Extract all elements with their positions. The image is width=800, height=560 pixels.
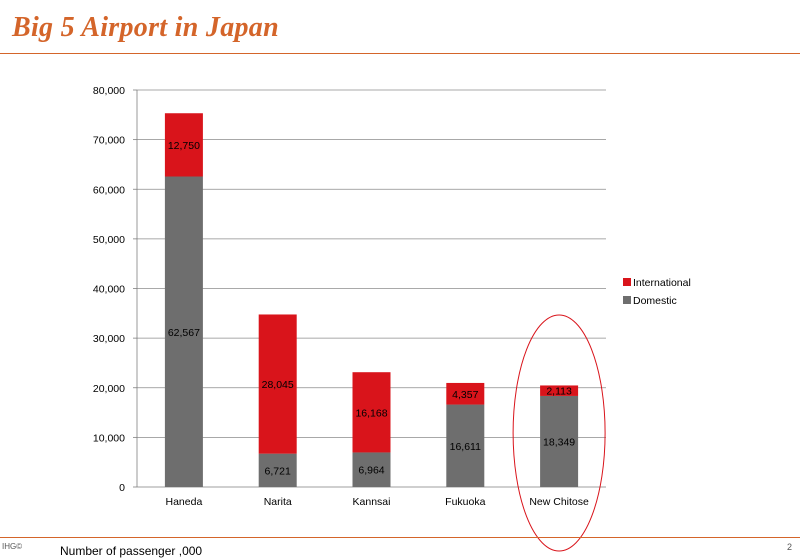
x-tick-label: New Chitose — [529, 496, 589, 508]
bar-domestic-narita — [258, 453, 297, 487]
legend: International Domestic — [623, 277, 691, 307]
x-tick-label: Haneda — [166, 496, 203, 508]
data-label-international: 12,750 — [168, 140, 200, 152]
y-tick-label: 50,000 — [93, 234, 125, 246]
bar-domestic-new-chitose — [540, 395, 579, 487]
title-divider — [0, 53, 800, 54]
bar-domestic-haneda — [164, 176, 203, 487]
data-label-international: 16,168 — [355, 407, 387, 419]
bar-domestic-fukuoka — [446, 404, 485, 487]
data-label-domestic: 6,721 — [265, 465, 291, 477]
bars — [164, 113, 579, 487]
data-label-international: 28,045 — [262, 379, 294, 391]
legend-label: Domestic — [633, 295, 677, 307]
y-tick-label: 10,000 — [93, 432, 125, 444]
y-tick-label: 0 — [119, 482, 125, 494]
data-label-international: 4,357 — [452, 389, 478, 401]
bar-international-fukuoka — [446, 382, 485, 405]
y-tick-label: 60,000 — [93, 184, 125, 196]
y-tick-label: 70,000 — [93, 135, 125, 147]
footer-copyright: IHG© — [2, 542, 23, 551]
y-axis: 0 10,000 20,000 30,000 40,000 50,000 60,000 70,… — [93, 85, 138, 494]
footer-caption: Number of passenger ,000 — [60, 544, 203, 558]
y-tick-label: 40,000 — [93, 284, 125, 296]
x-tick-label: Narita — [264, 496, 292, 508]
x-tick-label: Fukuoka — [445, 496, 485, 508]
y-tick-label: 80,000 — [93, 85, 125, 97]
bar-international-narita — [258, 314, 297, 454]
gridlines — [137, 89, 606, 488]
bar-domestic-kannsai — [352, 452, 391, 487]
x-axis-labels: Haneda Narita Kannsai Fukuoka New Chitose — [166, 496, 590, 508]
legend-label: International — [633, 277, 691, 289]
highlight — [512, 314, 606, 552]
slide-title: Big 5 Airport in Japan — [12, 12, 279, 43]
bar-international-new-chitose — [540, 385, 579, 396]
legend-swatch — [623, 296, 631, 304]
x-tick-label: Kannsai — [353, 496, 391, 508]
data-labels: 62,567 12,750 6,721 28,045 6,964 16,168 16,611… — [168, 140, 575, 477]
y-tick-label: 30,000 — [93, 333, 125, 345]
data-label-domestic: 6,964 — [358, 465, 384, 477]
footer-divider — [0, 537, 800, 538]
bar-international-kannsai — [352, 372, 391, 453]
data-label-domestic: 62,567 — [168, 327, 200, 339]
page-number: 2 — [786, 542, 792, 552]
data-label-domestic: 16,611 — [450, 441, 481, 453]
highlight-ellipse — [512, 314, 606, 552]
y-tick-label: 20,000 — [93, 383, 125, 395]
data-label-domestic: 18,349 — [543, 436, 575, 448]
bar-international-haneda — [164, 113, 203, 177]
legend-swatch — [623, 278, 631, 286]
data-label-international: 2,113 — [546, 386, 572, 398]
